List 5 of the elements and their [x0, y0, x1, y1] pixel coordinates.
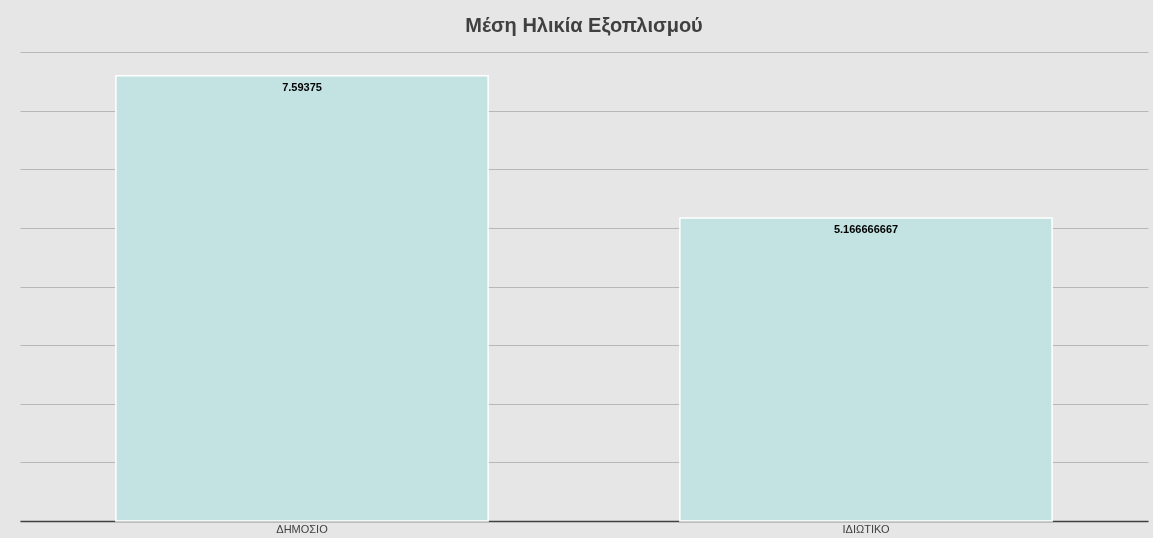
data-label: 5.166666667	[833, 223, 899, 236]
x-tick-label: ΙΔΙΩΤΙΚΟ	[842, 522, 890, 535]
data-label: 7.59375	[282, 80, 322, 93]
chart-title: Μέση Ηλικία Εξοπλισμού	[465, 14, 703, 36]
x-tick-label: ΔΗΜΟΣΙΟ	[276, 522, 329, 535]
